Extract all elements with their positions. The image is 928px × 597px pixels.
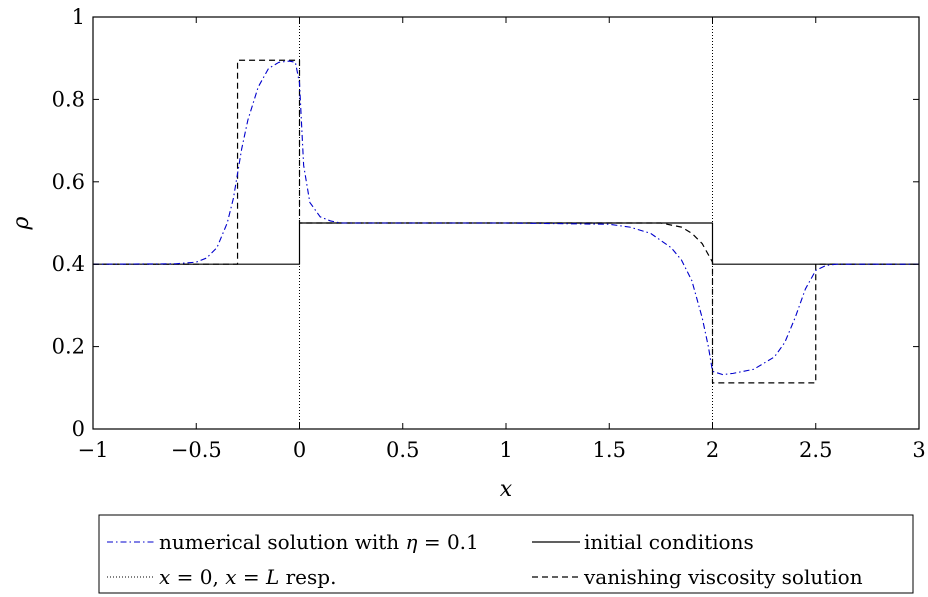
x-axis-label: x — [500, 477, 513, 502]
y-axis-label: ρ — [9, 216, 34, 230]
x-tick-label: 0.5 — [386, 438, 419, 462]
legend-label-numerical: numerical solution with η = 0.1 — [159, 530, 479, 554]
x-tick-label: 2.5 — [799, 438, 832, 462]
y-tick-label: 0.4 — [52, 252, 85, 276]
x-tick-label: −1 — [78, 438, 109, 462]
y-tick-label: 0 — [72, 417, 85, 441]
y-tick-label: 0.8 — [52, 87, 85, 111]
x-tick-label: 1 — [499, 438, 512, 462]
y-tick-label: 0.2 — [52, 335, 85, 359]
x-tick-label: −0.5 — [171, 438, 222, 462]
data-layer — [92, 17, 919, 429]
ticks: −1 −0.5 0 0.5 1 1.5 2 2.5 3 0 0.2 0.4 0.6 0.8 1 — [52, 5, 926, 462]
x-tick-label: 2 — [706, 438, 719, 462]
legend-label-vanishing: vanishing viscosity solution — [583, 565, 863, 589]
legend-box — [98, 514, 914, 594]
y-tick-label: 0.6 — [52, 170, 85, 194]
legend-label-initial: initial conditions — [584, 530, 754, 554]
series-line — [93, 222, 919, 265]
legend: numerical solution with η = 0.1 initial … — [98, 514, 914, 594]
x-tick-label: 1.5 — [593, 438, 626, 462]
x-tick-label: 0 — [293, 438, 306, 462]
series-line — [92, 60, 919, 376]
x-tick-label: 3 — [912, 438, 925, 462]
legend-label-vlines: x = 0, x = L resp. — [159, 565, 336, 589]
y-tick-label: 1 — [72, 5, 85, 29]
series-line — [93, 59, 919, 384]
